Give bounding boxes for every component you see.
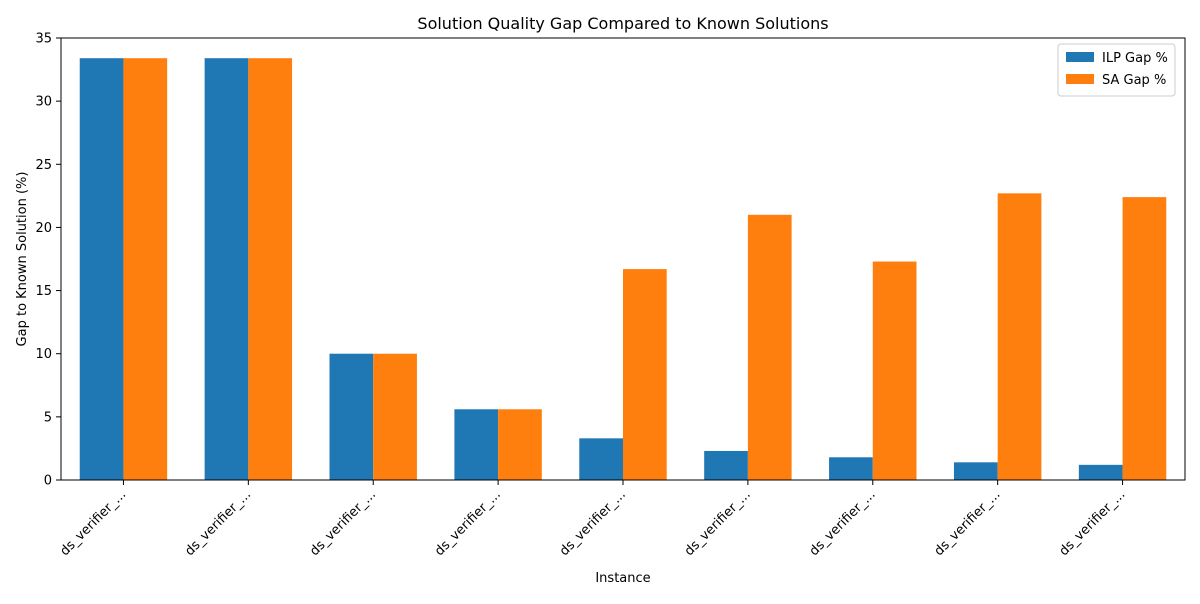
bar-sa-9 (1122, 197, 1167, 480)
legend-label-ilp: ILP Gap % (1102, 51, 1168, 66)
bars (79, 58, 1167, 481)
bar-ilp-9 (1078, 464, 1123, 480)
x-axis-ticks: ds_verifier_... ds_verifier_... ds_verifie… (57, 480, 1128, 559)
chart-title: Solution Quality Gap Compared to Known S… (417, 14, 828, 33)
legend-swatch-ilp (1066, 52, 1094, 62)
bar-ilp-7 (829, 457, 873, 480)
bar-ilp-3 (329, 353, 374, 480)
x-tick-label: ds_verifier_... (557, 487, 629, 559)
y-tick-label: 0 (44, 474, 52, 489)
x-tick-label: ds_verifier_... (182, 487, 254, 559)
x-tick-label: ds_verifier_... (1057, 487, 1129, 559)
bar-sa-5 (623, 269, 667, 480)
x-tick-label: ds_verifier_... (932, 487, 1004, 559)
y-tick-label: 5 (44, 410, 52, 425)
y-tick-label: 10 (35, 347, 52, 362)
bar-ilp-6 (704, 450, 748, 480)
x-tick-label: ds_verifier_... (57, 487, 129, 559)
y-tick-label: 25 (35, 158, 52, 173)
bar-ilp-1 (79, 58, 124, 480)
bar-sa-7 (872, 261, 917, 480)
bar-sa-8 (997, 193, 1042, 480)
bar-sa-3 (373, 353, 417, 480)
legend-label-sa: SA Gap % (1102, 73, 1166, 88)
legend-swatch-sa (1066, 74, 1094, 84)
y-axis-ticks: 0 5 10 15 20 25 30 35 (35, 32, 61, 489)
x-tick-label: ds_verifier_... (682, 487, 754, 559)
x-axis-label: Instance (595, 571, 650, 586)
bar-sa-2 (248, 58, 293, 480)
bar-ilp-4 (454, 409, 499, 480)
bar-sa-1 (123, 58, 168, 480)
bar-sa-6 (747, 214, 792, 481)
x-tick-label: ds_verifier_... (307, 487, 379, 559)
legend: ILP Gap % SA Gap % (1057, 43, 1176, 97)
y-tick-label: 30 (35, 95, 52, 110)
x-tick-label: ds_verifier_... (432, 487, 504, 559)
bar-ilp-2 (204, 58, 249, 480)
bar-ilp-8 (953, 462, 998, 480)
y-tick-label: 15 (35, 284, 52, 299)
y-tick-label: 20 (35, 221, 52, 236)
bar-sa-4 (498, 409, 542, 480)
x-tick-label: ds_verifier_... (807, 487, 879, 559)
y-axis-label: Gap to Known Solution (%) (15, 172, 30, 347)
plot-frame (60, 37, 1186, 481)
bar-ilp-5 (579, 438, 623, 480)
y-tick-label: 35 (35, 32, 52, 47)
